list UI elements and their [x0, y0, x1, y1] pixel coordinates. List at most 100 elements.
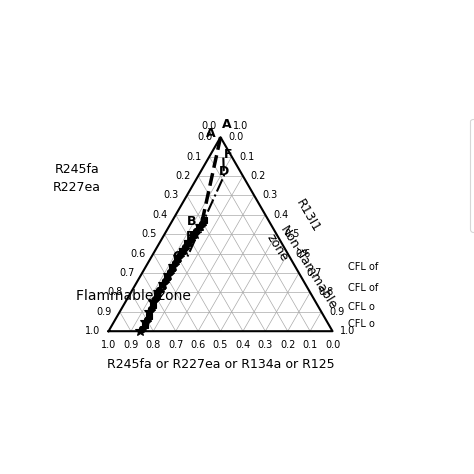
Text: 0.6: 0.6: [130, 249, 146, 259]
Line: M4: M4: [135, 221, 205, 336]
M1: [174, 256, 180, 262]
M2: [201, 219, 206, 225]
Text: A: A: [222, 118, 232, 130]
Text: 0.4: 0.4: [153, 210, 168, 220]
Text: 1.0: 1.0: [101, 340, 116, 350]
Text: 1.0: 1.0: [233, 120, 248, 130]
Text: 0.8: 0.8: [146, 340, 161, 350]
Text: D: D: [219, 164, 229, 178]
Text: 0.3: 0.3: [258, 340, 273, 350]
M1: [196, 225, 201, 230]
M2: [195, 227, 201, 232]
M4: [155, 290, 161, 295]
Text: 0.2: 0.2: [280, 340, 295, 350]
Text: 0.0: 0.0: [228, 132, 244, 142]
M3: [172, 261, 177, 266]
M3: [162, 278, 167, 283]
Text: F: F: [224, 148, 233, 161]
M2: [178, 250, 183, 255]
Text: C: C: [173, 250, 182, 263]
Text: 0.9: 0.9: [123, 340, 138, 350]
Text: 1.0: 1.0: [340, 326, 356, 336]
Text: 0.4: 0.4: [235, 340, 251, 350]
Text: 0.1: 0.1: [239, 152, 255, 162]
Text: 0.0: 0.0: [198, 132, 213, 142]
M3: [167, 269, 173, 275]
Text: Flammable zone: Flammable zone: [76, 289, 191, 303]
Text: Non-flammable
zone: Non-flammable zone: [264, 223, 339, 320]
Text: 0.1: 0.1: [302, 340, 318, 350]
M2: [149, 304, 155, 310]
Text: 0.9: 0.9: [97, 307, 112, 317]
M3: [182, 244, 188, 250]
Text: E: E: [186, 230, 194, 243]
M4: [150, 299, 156, 305]
Text: 0.0: 0.0: [325, 340, 340, 350]
M3: [152, 296, 158, 302]
Text: R245fa: R245fa: [55, 164, 100, 176]
Text: A: A: [206, 128, 215, 140]
M4: [186, 239, 192, 245]
Text: 0.6: 0.6: [191, 340, 206, 350]
Text: CFL o: CFL o: [348, 319, 375, 329]
Text: 0.6: 0.6: [296, 249, 311, 259]
Text: 0.3: 0.3: [262, 191, 277, 201]
M2: [189, 234, 195, 240]
M2: [153, 294, 159, 300]
M2: [163, 276, 168, 282]
M4: [160, 281, 166, 286]
Text: 0.5: 0.5: [284, 229, 300, 239]
M4: [165, 272, 171, 278]
Text: R245fa or R227ea or R134a or R125: R245fa or R227ea or R134a or R125: [107, 358, 334, 371]
Text: 0.5: 0.5: [213, 340, 228, 350]
M3: [199, 221, 205, 227]
Text: 0.7: 0.7: [307, 268, 322, 278]
M1: [190, 232, 196, 238]
Line: M2: M2: [140, 218, 207, 331]
M3: [148, 306, 154, 312]
M4: [181, 247, 186, 253]
Text: 0.2: 0.2: [251, 171, 266, 181]
M1: [169, 265, 174, 271]
M2: [173, 258, 179, 264]
Text: 0.0: 0.0: [202, 120, 217, 130]
M2: [183, 242, 189, 248]
Text: R13I1: R13I1: [293, 198, 322, 235]
M2: [168, 267, 173, 273]
Text: 1.0: 1.0: [85, 326, 100, 336]
Text: CFL of: CFL of: [348, 263, 378, 273]
Text: R227ea: R227ea: [53, 182, 101, 194]
M4: [192, 231, 198, 237]
M1: [179, 248, 185, 254]
Text: 0.2: 0.2: [175, 171, 190, 181]
M1: [185, 240, 191, 246]
M3: [144, 317, 149, 322]
M4: [146, 309, 152, 315]
Text: CFL o: CFL o: [348, 301, 375, 311]
Text: 0.1: 0.1: [186, 152, 201, 162]
Text: 0.7: 0.7: [119, 268, 134, 278]
M4: [137, 328, 143, 334]
Text: 0.7: 0.7: [168, 340, 183, 350]
M1: [143, 322, 148, 328]
M4: [198, 224, 203, 229]
Text: B: B: [187, 215, 197, 228]
M1: [164, 274, 170, 280]
M1: [155, 292, 160, 298]
M3: [156, 287, 162, 292]
M4: [175, 255, 181, 260]
M1: [201, 217, 207, 222]
Legend: M1, M2, M3, M4: M1, M2, M3, M4: [470, 118, 474, 232]
Text: 0.8: 0.8: [318, 287, 333, 297]
M3: [193, 228, 199, 234]
Text: 0.8: 0.8: [108, 287, 123, 297]
M4: [142, 319, 148, 325]
M4: [170, 264, 176, 269]
M1: [159, 283, 164, 289]
Text: 0.4: 0.4: [273, 210, 288, 220]
M1: [146, 313, 152, 319]
Text: 0.3: 0.3: [164, 191, 179, 201]
M1: [150, 302, 155, 308]
M2: [158, 285, 164, 291]
Line: M1: M1: [142, 217, 208, 328]
